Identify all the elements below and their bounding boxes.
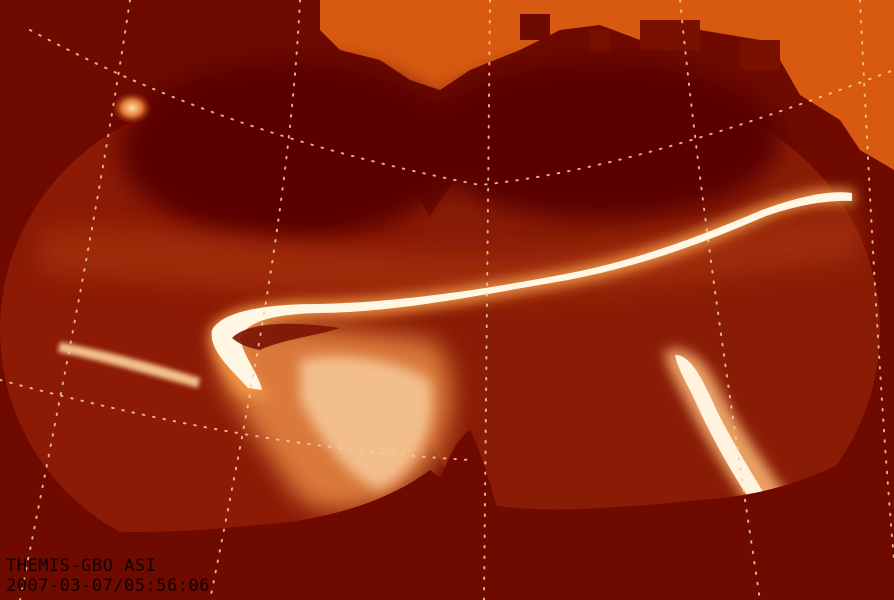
- left-glow-core: [300, 356, 433, 490]
- longitude-line-4: [679, 0, 761, 600]
- longitude-line-5: [859, 0, 894, 561]
- longitude-line-3: [483, 0, 491, 600]
- caption-instrument: THEMIS-GBO ASI: [6, 556, 157, 576]
- latitude-line-2: [0, 379, 471, 461]
- aurora-arc-core: [211, 192, 852, 390]
- left-dark-top: [120, 60, 460, 240]
- sky-block-3: [640, 20, 700, 50]
- longitude-line-2: [209, 0, 301, 600]
- sky-block-2: [590, 30, 610, 52]
- upper-left-glow: [112, 92, 152, 124]
- sky-region: [320, 0, 894, 170]
- right-ray-core: [675, 355, 765, 497]
- left-streak: [58, 342, 200, 388]
- diffuse-band: [40, 210, 860, 300]
- sky-block-4: [740, 40, 780, 70]
- bottom-mask: [0, 430, 894, 600]
- right-dark-top: [420, 60, 780, 220]
- sky-block-1: [520, 14, 550, 40]
- longitude-line-1: [19, 0, 131, 600]
- caption-timestamp: 2007-03-07/05:56:06: [6, 576, 210, 596]
- latitude-line-1: [29, 29, 894, 187]
- image-caption: THEMIS-GBO ASI 2007-03-07/05:56:06: [6, 556, 210, 596]
